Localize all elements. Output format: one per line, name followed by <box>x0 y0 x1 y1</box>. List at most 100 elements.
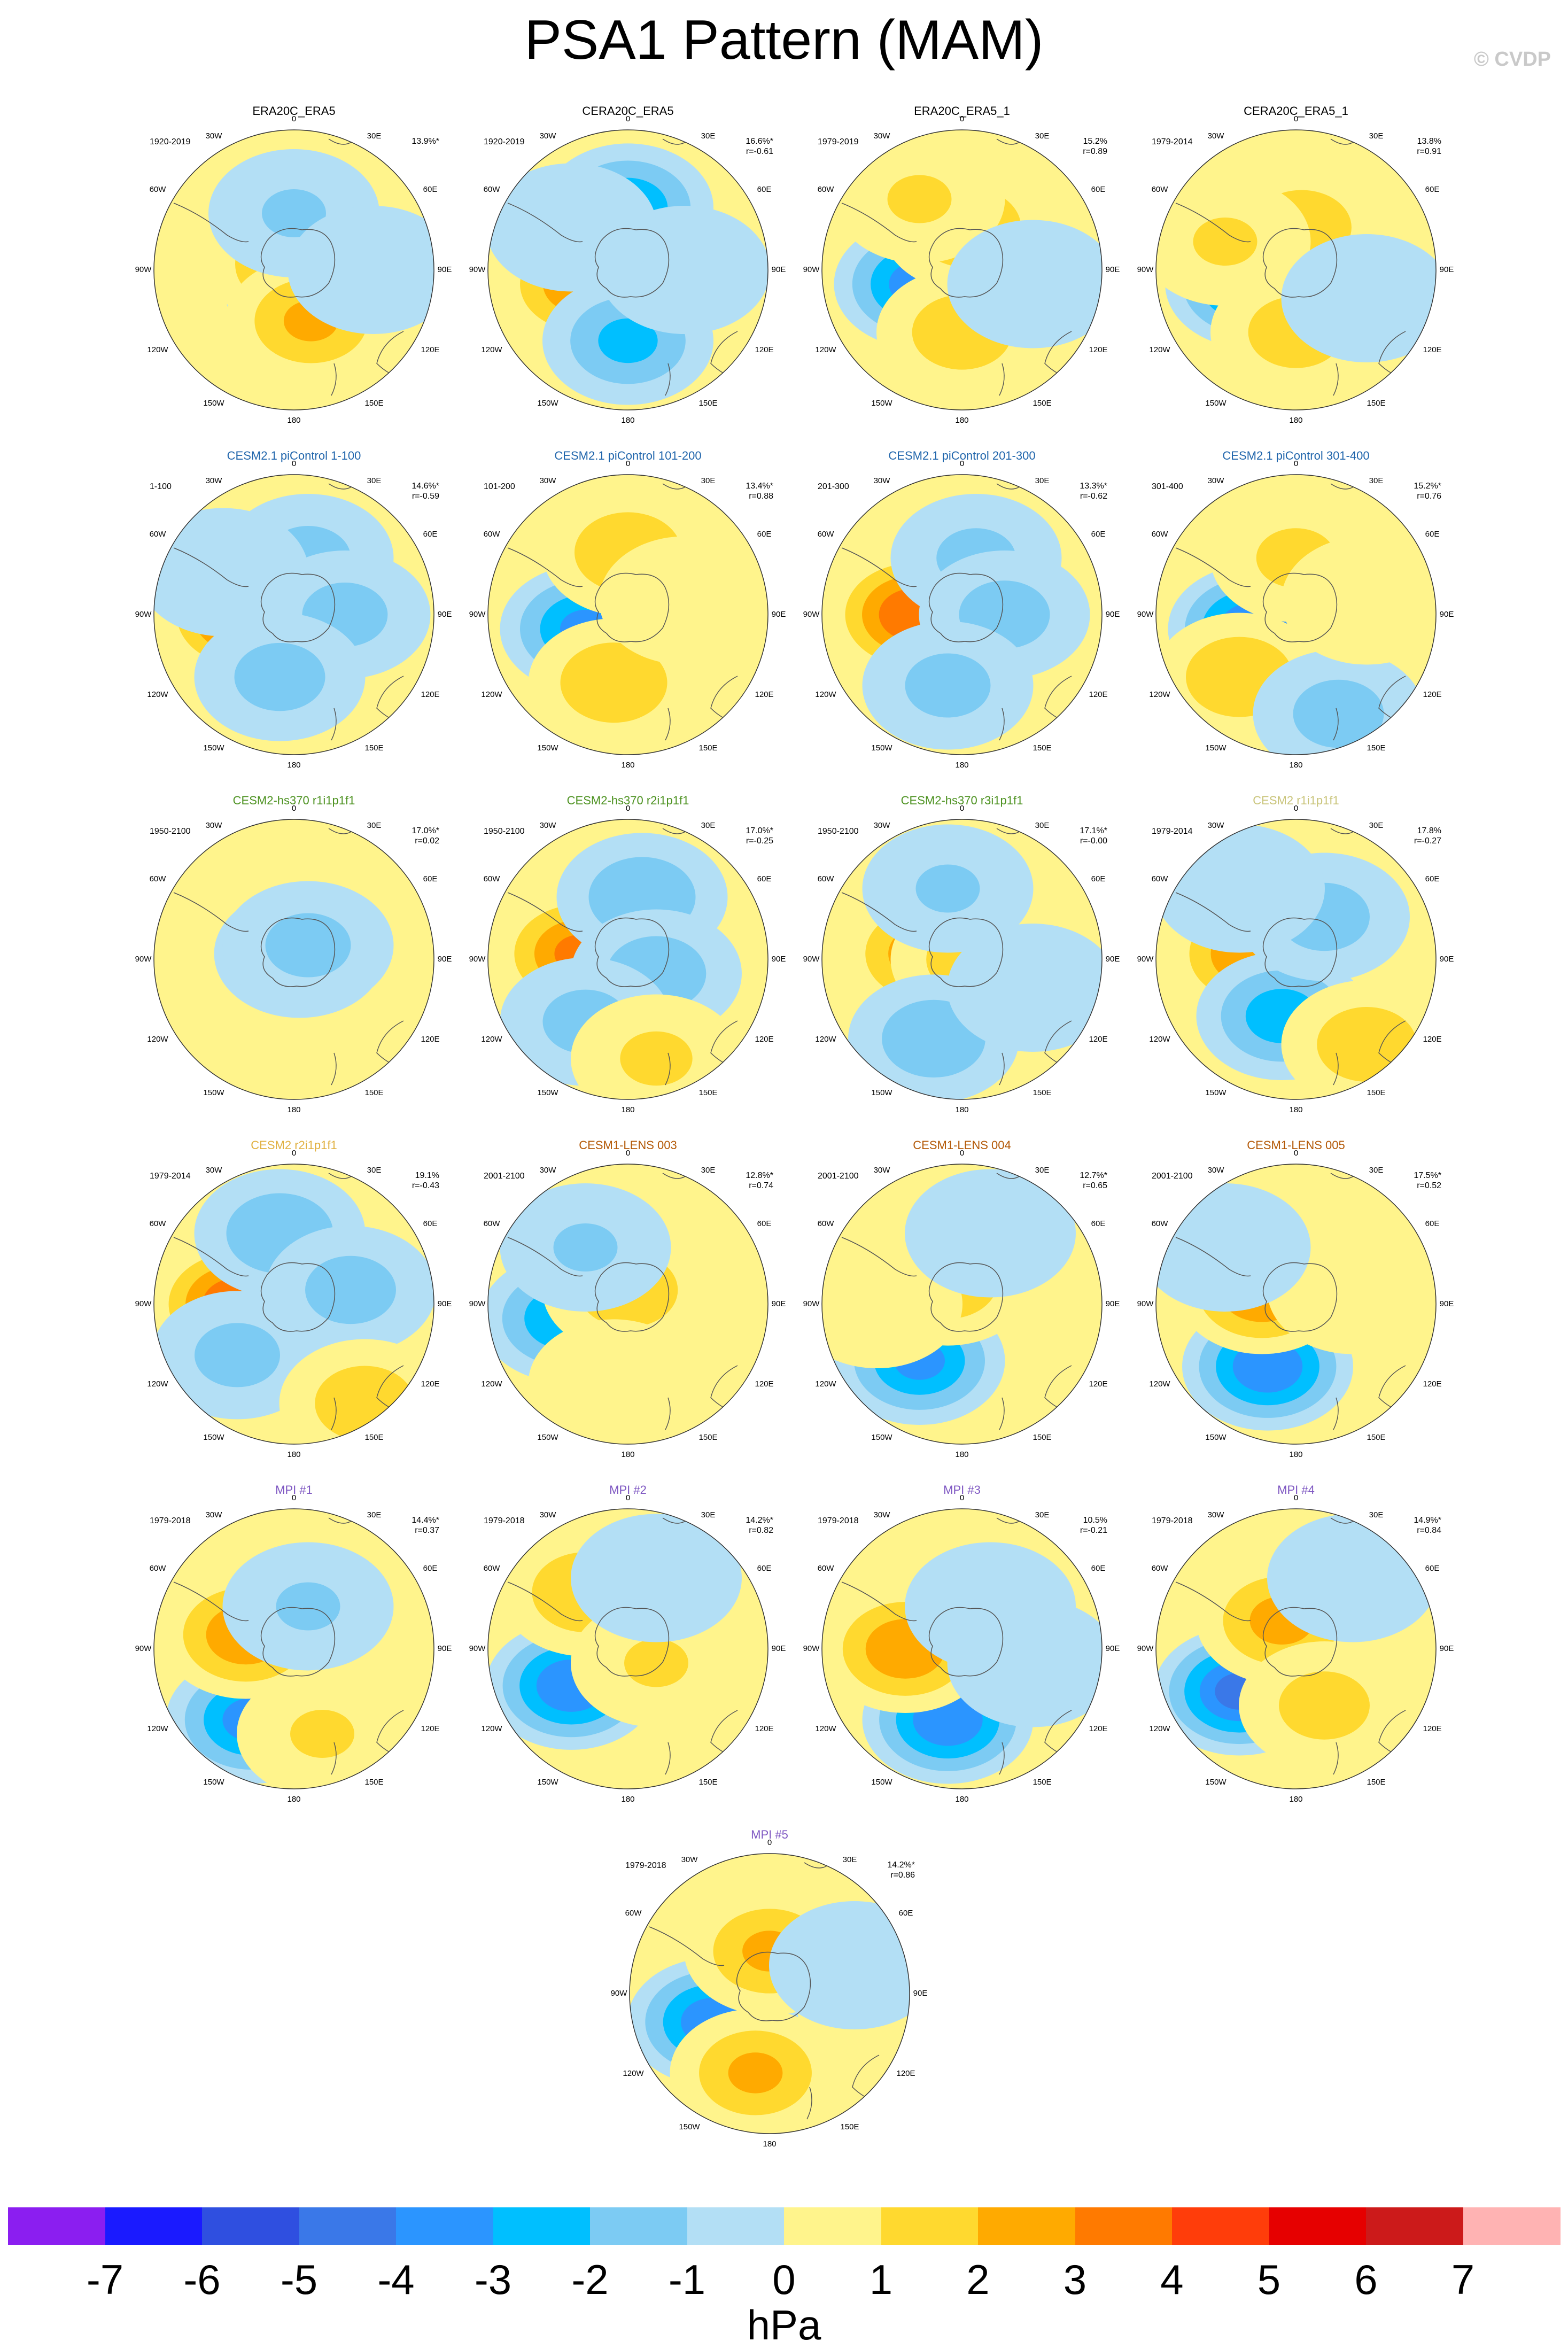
longitude-label: 150W <box>871 1433 892 1442</box>
longitude-label: 60W <box>1151 874 1168 883</box>
longitude-label: 90W <box>469 955 486 964</box>
panel-title: CESM2-hs370 r3i1p1f1 <box>901 794 1023 807</box>
longitude-label: 90W <box>135 1644 152 1653</box>
antarctica-coastline <box>260 572 336 642</box>
new-zealand-coastline <box>1333 708 1339 741</box>
longitude-label: 30E <box>1369 1510 1384 1520</box>
panel-title: MPI #3 <box>943 1483 981 1497</box>
new-zealand-coastline <box>331 1742 337 1775</box>
longitude-label: 90W <box>1137 1644 1154 1653</box>
panel-stats: 13.3%* r=-0.62 <box>1080 481 1107 501</box>
colorbar: -7 -6 -5 -4 -3 -2 -1 0 1 2 3 4 5 6 7 hPa <box>0 2207 1568 2348</box>
panel-period: 1979-2018 <box>150 1516 191 1525</box>
longitude-label: 120W <box>147 1724 168 1733</box>
longitude-label: 180 <box>287 416 301 425</box>
panel-title: CESM2 r1i1p1f1 <box>1253 794 1339 807</box>
new-zealand-coastline <box>331 1397 337 1430</box>
new-zealand-coastline <box>665 708 671 741</box>
colorbar-swatch <box>105 2207 203 2245</box>
colorbar-swatch <box>1075 2207 1173 2245</box>
longitude-label: 90E <box>771 610 786 619</box>
colorbar-swatch <box>202 2207 300 2245</box>
panel-title: MPI #1 <box>275 1483 313 1497</box>
longitude-label: 150E <box>698 1778 718 1787</box>
panel-stats: 15.2%* r=0.76 <box>1414 481 1441 501</box>
panel-period: 1979-2018 <box>625 1861 666 1870</box>
pattern-correlation: r=-0.62 <box>1080 492 1107 501</box>
colorbar-swatch <box>1366 2207 1464 2245</box>
longitude-label: 90E <box>771 1299 786 1308</box>
longitude-label: 90W <box>803 265 820 274</box>
longitude-label: 30E <box>367 476 382 485</box>
polar-map <box>153 1164 434 1445</box>
panel-stats: 17.5%* r=0.52 <box>1414 1170 1441 1191</box>
longitude-label: 150E <box>698 743 718 753</box>
map-border <box>487 1508 769 1789</box>
map-panel: CERA20C_ERA5 1920-2019 16.6%* r=-0.61 0 30E 60… <box>462 104 794 446</box>
longitude-label: 90E <box>1439 1299 1454 1308</box>
panel-period: 1950-2100 <box>818 827 859 836</box>
map-panel: ERA20C_ERA5_1 1979-2019 15.2% r=0.89 0 30E 60E… <box>796 104 1128 446</box>
longitude-label: 60E <box>1425 1219 1440 1228</box>
panel-title: CERA20C_ERA5 <box>582 104 674 118</box>
longitude-label: 150W <box>871 1088 892 1097</box>
map-panel: MPI #2 1979-2018 14.2%* r=0.82 0 30E 60E 90E 120… <box>462 1483 794 1825</box>
longitude-label: 150E <box>364 743 384 753</box>
negative-anomaly-contour <box>1267 1514 1436 1642</box>
colorbar-tick-label: -1 <box>668 2256 706 2303</box>
map-border <box>487 129 769 410</box>
antarctica-coastline <box>594 572 670 642</box>
antarctica-coastline <box>594 228 670 298</box>
panel-title: CESM2-hs370 r2i1p1f1 <box>566 794 689 807</box>
longitude-label: 90E <box>1439 265 1454 274</box>
new-zealand-coastline <box>331 708 337 741</box>
colorbar-tick-label: 5 <box>1257 2256 1281 2303</box>
colorbar-swatch <box>687 2207 785 2245</box>
longitude-label: 90W <box>135 610 152 619</box>
longitude-label: 150W <box>537 743 558 753</box>
longitude-label: 120W <box>481 690 502 699</box>
polar-map <box>487 1508 769 1789</box>
panel-stats: 14.4%* r=0.37 <box>412 1515 439 1536</box>
panel-title: MPI #4 <box>1277 1483 1315 1497</box>
map-border <box>629 1853 910 2134</box>
longitude-label: 90W <box>1137 955 1154 964</box>
south-america-coastline <box>841 203 917 243</box>
colorbar-swatch <box>493 2207 591 2245</box>
variance-percent: 17.8% <box>1417 826 1441 835</box>
pattern-correlation: r=0.74 <box>749 1181 773 1190</box>
panel-stats: 17.0%* r=0.02 <box>412 826 439 846</box>
longitude-label: 90E <box>1439 955 1454 964</box>
longitude-label: 150W <box>203 1088 224 1097</box>
longitude-label: 120E <box>421 1724 440 1733</box>
longitude-label: 180 <box>1289 761 1303 770</box>
longitude-label: 150E <box>1367 743 1386 753</box>
longitude-label: 90E <box>771 1644 786 1653</box>
map-panel: CESM2 r2i1p1f1 1979-2014 19.1% r=-0.43 0 30E 6… <box>128 1138 460 1480</box>
longitude-label: 60W <box>483 530 500 539</box>
pattern-correlation: r=0.82 <box>749 1526 773 1535</box>
longitude-label: 120W <box>1149 1724 1170 1733</box>
positive-anomaly-contour <box>560 642 667 723</box>
new-zealand-coastline <box>665 363 671 396</box>
panel-stats: 14.2%* r=0.86 <box>887 1860 915 1880</box>
longitude-label: 0 <box>1293 1149 1299 1158</box>
longitude-label: 30W <box>873 131 890 141</box>
longitude-label: 0 <box>625 804 631 813</box>
longitude-label: 60W <box>149 874 166 883</box>
negative-anomaly-contour <box>262 189 326 237</box>
longitude-label: 30W <box>539 131 556 141</box>
panel-period: 1979-2018 <box>818 1516 859 1525</box>
antarctica-coastline <box>736 1951 811 2021</box>
polar-map <box>153 474 434 755</box>
colorbar-tick-label: -5 <box>280 2256 318 2303</box>
antarctica-coastline <box>928 1262 1004 1332</box>
polar-map <box>1155 129 1437 410</box>
longitude-label: 120E <box>1423 1379 1442 1389</box>
longitude-label: 150E <box>364 1088 384 1097</box>
new-zealand-coastline <box>999 1742 1005 1775</box>
longitude-label: 150W <box>1205 743 1227 753</box>
panel-title: CESM2.1 piControl 201-300 <box>888 449 1036 462</box>
longitude-label: 60E <box>757 1219 772 1228</box>
longitude-label: 90E <box>1439 1644 1454 1653</box>
